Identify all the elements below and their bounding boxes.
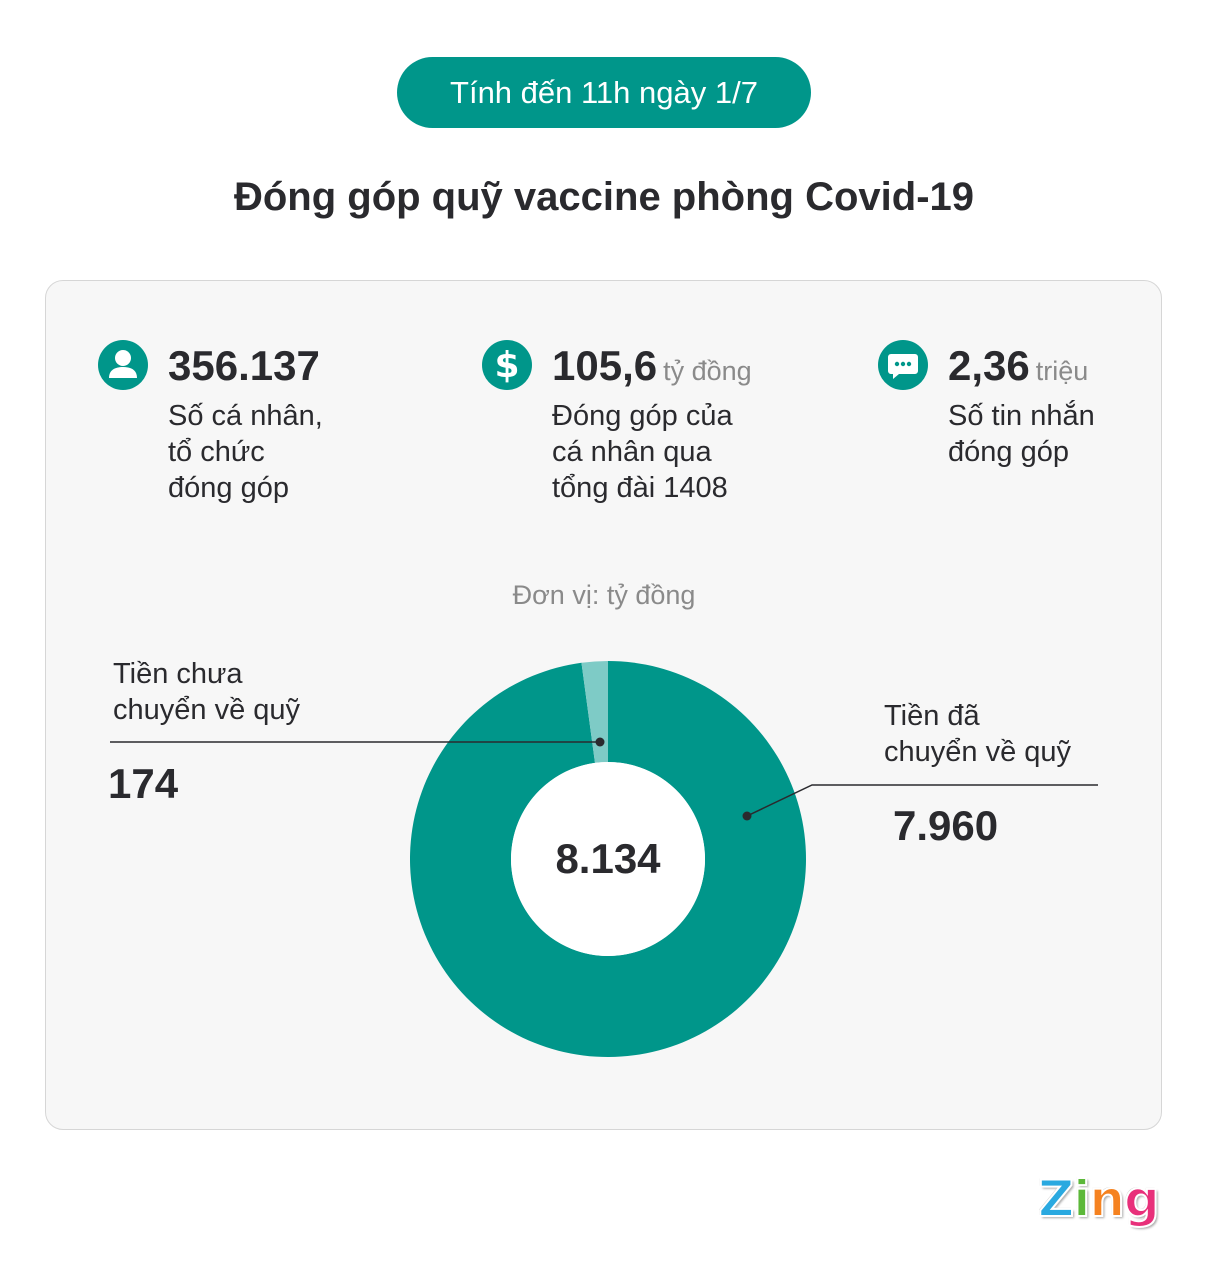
chat-bubble-icon <box>878 340 928 390</box>
donut-hole <box>511 762 705 956</box>
label-transferred: Tiền đã chuyển về quỹ <box>884 700 1072 768</box>
zing-logo: Zing <box>1037 1169 1161 1229</box>
leader-dot-not-transferred <box>595 737 605 747</box>
stat-description: Số tin nhắn đóng góp <box>948 400 1095 468</box>
donut-total: 8.134 <box>555 835 661 882</box>
leader-dot-transferred <box>742 811 752 821</box>
label-not-transferred: Tiền chưa chuyển về quỹ <box>113 658 301 726</box>
stat-value: 2,36 triệu <box>948 342 1089 389</box>
person-icon <box>98 340 148 390</box>
value-not-transferred: 174 <box>108 760 179 807</box>
date-badge-text: Tính đến 11h ngày 1/7 <box>450 74 758 110</box>
page-title: Đóng góp quỹ vaccine phòng Covid-19 <box>233 175 975 219</box>
value-transferred: 7.960 <box>893 802 999 849</box>
leader-line-transferred <box>746 784 1098 817</box>
donut-slices <box>409 661 806 1057</box>
stat-value: 356.137 <box>168 342 320 389</box>
stat-description: Số cá nhân, tổ chức đóng góp <box>168 400 323 504</box>
chart-unit-label: Đơn vị: tỷ đồng <box>512 580 696 610</box>
stat-value: 105,6 tỷ đồng <box>552 342 752 389</box>
date-badge: Tính đến 11h ngày 1/7 <box>397 57 811 128</box>
slice-transferred <box>409 661 806 1057</box>
stat-unit: tỷ đồng <box>663 356 752 386</box>
dollar-icon: $ <box>482 340 532 390</box>
slice-not-transferred <box>581 661 608 763</box>
stat-description: Đóng góp của cá nhân qua tổng đài 1408 <box>552 400 733 504</box>
stat-unit: triệu <box>1035 356 1089 386</box>
